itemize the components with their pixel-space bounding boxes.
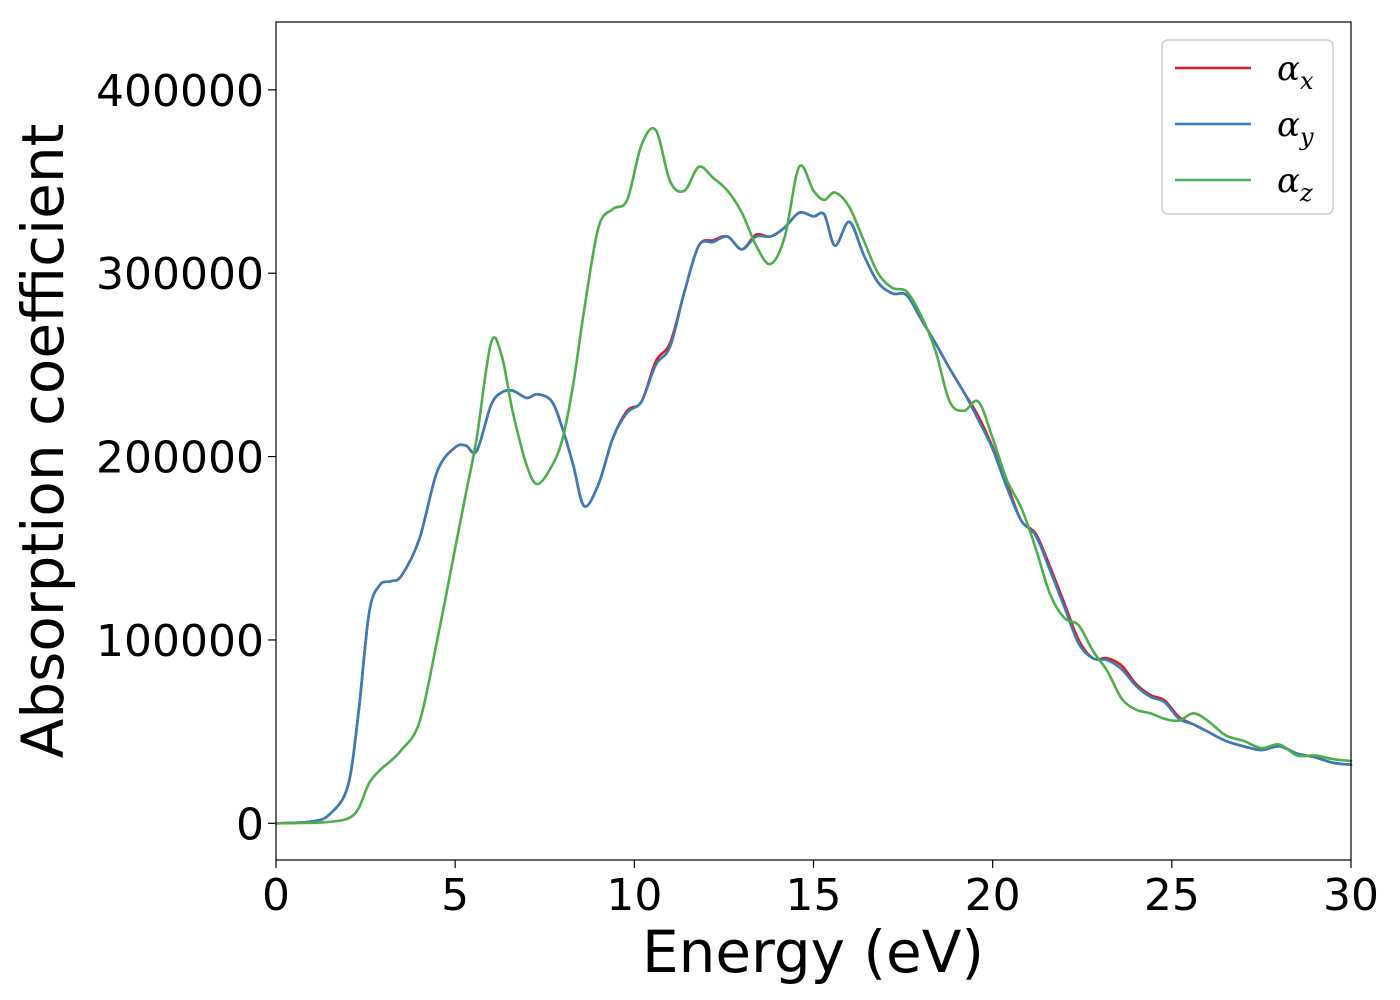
x-tick-label: 0 <box>262 870 290 921</box>
x-tick-label: 15 <box>786 870 842 921</box>
series-line-z <box>274 126 1353 825</box>
x-tick-label: 5 <box>441 870 469 921</box>
y-tick-label: 0 <box>236 799 264 850</box>
legend-subscript: x <box>1300 67 1314 95</box>
legend-label-y: αy <box>1277 105 1314 151</box>
legend-label-z: αz <box>1277 161 1313 207</box>
legend-symbol: α <box>1277 105 1300 145</box>
x-tick-label: 25 <box>1144 870 1200 921</box>
y-tick-label: 300000 <box>96 249 264 300</box>
y-axis-title: Absorption coefficient <box>9 124 77 759</box>
legend-symbol: α <box>1277 161 1300 201</box>
x-tick-label: 10 <box>606 870 662 921</box>
legend-label-x: αx <box>1277 49 1314 95</box>
x-tick-label: 20 <box>965 870 1021 921</box>
legend-symbol: α <box>1277 49 1300 89</box>
legend-box <box>1161 39 1334 215</box>
y-tick-label: 100000 <box>96 616 264 667</box>
series-layer <box>274 126 1353 825</box>
y-tick-label: 400000 <box>96 66 264 117</box>
legend-subscript: y <box>1299 123 1314 151</box>
plot-frame <box>275 21 1352 861</box>
x-tick-label: 30 <box>1323 870 1379 921</box>
x-axis-ticks: 0 5 10 15 20 25 30 <box>262 860 1379 921</box>
y-axis-ticks: 0 100000 200000 300000 400000 <box>96 66 276 850</box>
legend-subscript: z <box>1299 179 1313 207</box>
x-axis-title: Energy (eV) <box>642 918 984 986</box>
series-line-y <box>274 211 1353 825</box>
y-tick-label: 200000 <box>96 433 264 484</box>
